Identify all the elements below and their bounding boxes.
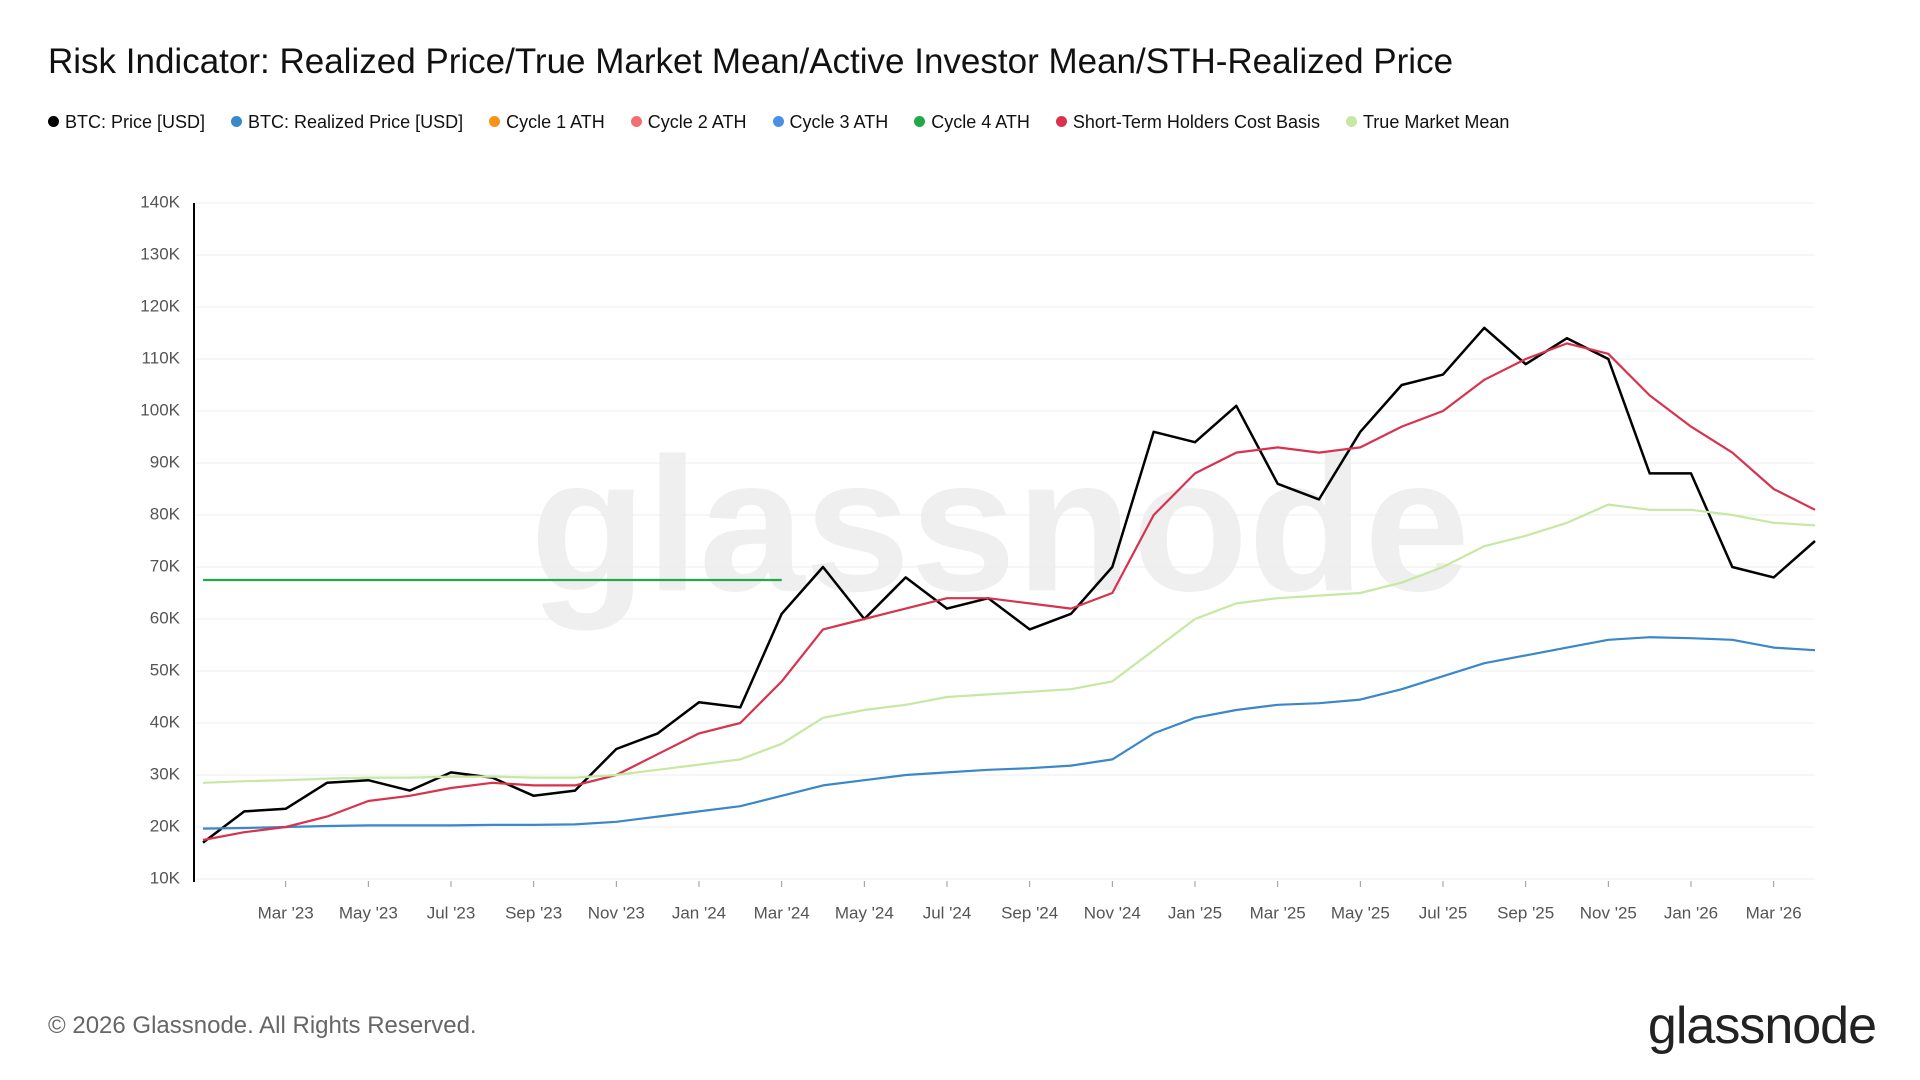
y-tick-label: 30K (150, 764, 181, 783)
legend-label: Cycle 4 ATH (931, 112, 1030, 132)
legend-item[interactable]: BTC: Realized Price [USD] (231, 112, 463, 133)
chart: glassnode 10K20K30K40K50K60K70K80K90K100… (140, 192, 1816, 922)
x-tick-label: Jul '25 (1419, 903, 1468, 922)
legend-label: True Market Mean (1362, 112, 1510, 132)
copyright: © 2026 Glassnode. All Rights Reserved. (48, 1012, 477, 1039)
x-tick-label: Jan '25 (1168, 903, 1222, 922)
x-tick-label: Mar '26 (1746, 903, 1802, 922)
series-line (202, 503, 1816, 784)
legend-label: BTC: Realized Price [USD] (248, 112, 464, 132)
y-tick-label: 140K (140, 192, 180, 211)
series-line (202, 636, 1816, 830)
x-tick-label: Jan '24 (672, 903, 726, 922)
y-tick-label: 20K (150, 816, 181, 835)
y-tick-label: 80K (150, 504, 181, 523)
y-tick-label: 70K (150, 556, 181, 575)
x-tick-label: Nov '23 (588, 903, 645, 922)
x-tick-label: Mar '24 (754, 903, 810, 922)
legend-marker (1055, 116, 1067, 127)
x-tick-label: Jul '23 (427, 903, 476, 922)
y-tick-label: 50K (150, 660, 181, 679)
chart-title: Risk Indicator: Realized Price/True Mark… (48, 42, 1454, 81)
legend-marker (630, 116, 642, 127)
y-tick-label: 60K (150, 608, 181, 627)
legend-label: Cycle 2 ATH (647, 112, 747, 132)
legend-item[interactable]: Cycle 3 ATH (772, 112, 889, 133)
x-tick-label: Jul '24 (923, 903, 972, 922)
legend-marker (914, 116, 926, 127)
x-tick-label: Jan '26 (1664, 903, 1718, 922)
y-tick-label: 100K (140, 400, 180, 419)
x-tick-label: Nov '25 (1580, 903, 1637, 922)
x-tick-label: Sep '23 (505, 903, 562, 922)
x-tick-label: May '23 (339, 903, 398, 922)
legend-label: Short-Term Holders Cost Basis (1072, 112, 1320, 132)
legend-item[interactable]: Cycle 4 ATH (914, 112, 1030, 133)
x-tick-label: Sep '25 (1497, 903, 1554, 922)
legend-item[interactable]: Short-Term Holders Cost Basis (1055, 112, 1320, 133)
legend-label: Cycle 1 ATH (506, 112, 605, 132)
legend-item[interactable]: BTC: Price [USD] (48, 112, 205, 133)
y-tick-label: 110K (142, 348, 181, 367)
legend-item[interactable]: Cycle 2 ATH (630, 112, 747, 133)
y-tick-label: 90K (150, 452, 181, 471)
legend-item[interactable]: Cycle 1 ATH (489, 112, 605, 133)
legend-marker (48, 116, 59, 127)
legend-marker (231, 116, 243, 127)
x-tick-label: May '24 (835, 903, 894, 922)
x-tick-label: Mar '25 (1250, 903, 1306, 922)
logo: glassnode (1647, 997, 1877, 1055)
legend: BTC: Price [USD] BTC: Realized Price [USD… (48, 112, 1509, 133)
legend-marker (772, 116, 784, 127)
legend-label: BTC: Price [USD] (65, 112, 206, 132)
legend-marker (1345, 116, 1357, 127)
x-tick-label: May '25 (1331, 903, 1390, 922)
legend-marker (489, 116, 501, 127)
x-tick-label: Mar '23 (258, 903, 314, 922)
x-tick-label: Sep '24 (1001, 903, 1058, 922)
x-tick-label: Nov '24 (1084, 903, 1141, 922)
legend-label: Cycle 3 ATH (789, 112, 889, 132)
series-line (202, 342, 1816, 842)
y-tick-label: 10K (150, 868, 181, 887)
y-tick-label: 40K (150, 712, 181, 731)
y-tick-label: 130K (140, 244, 180, 263)
y-tick-label: 120K (140, 296, 180, 315)
legend-item[interactable]: True Market Mean (1345, 112, 1510, 133)
